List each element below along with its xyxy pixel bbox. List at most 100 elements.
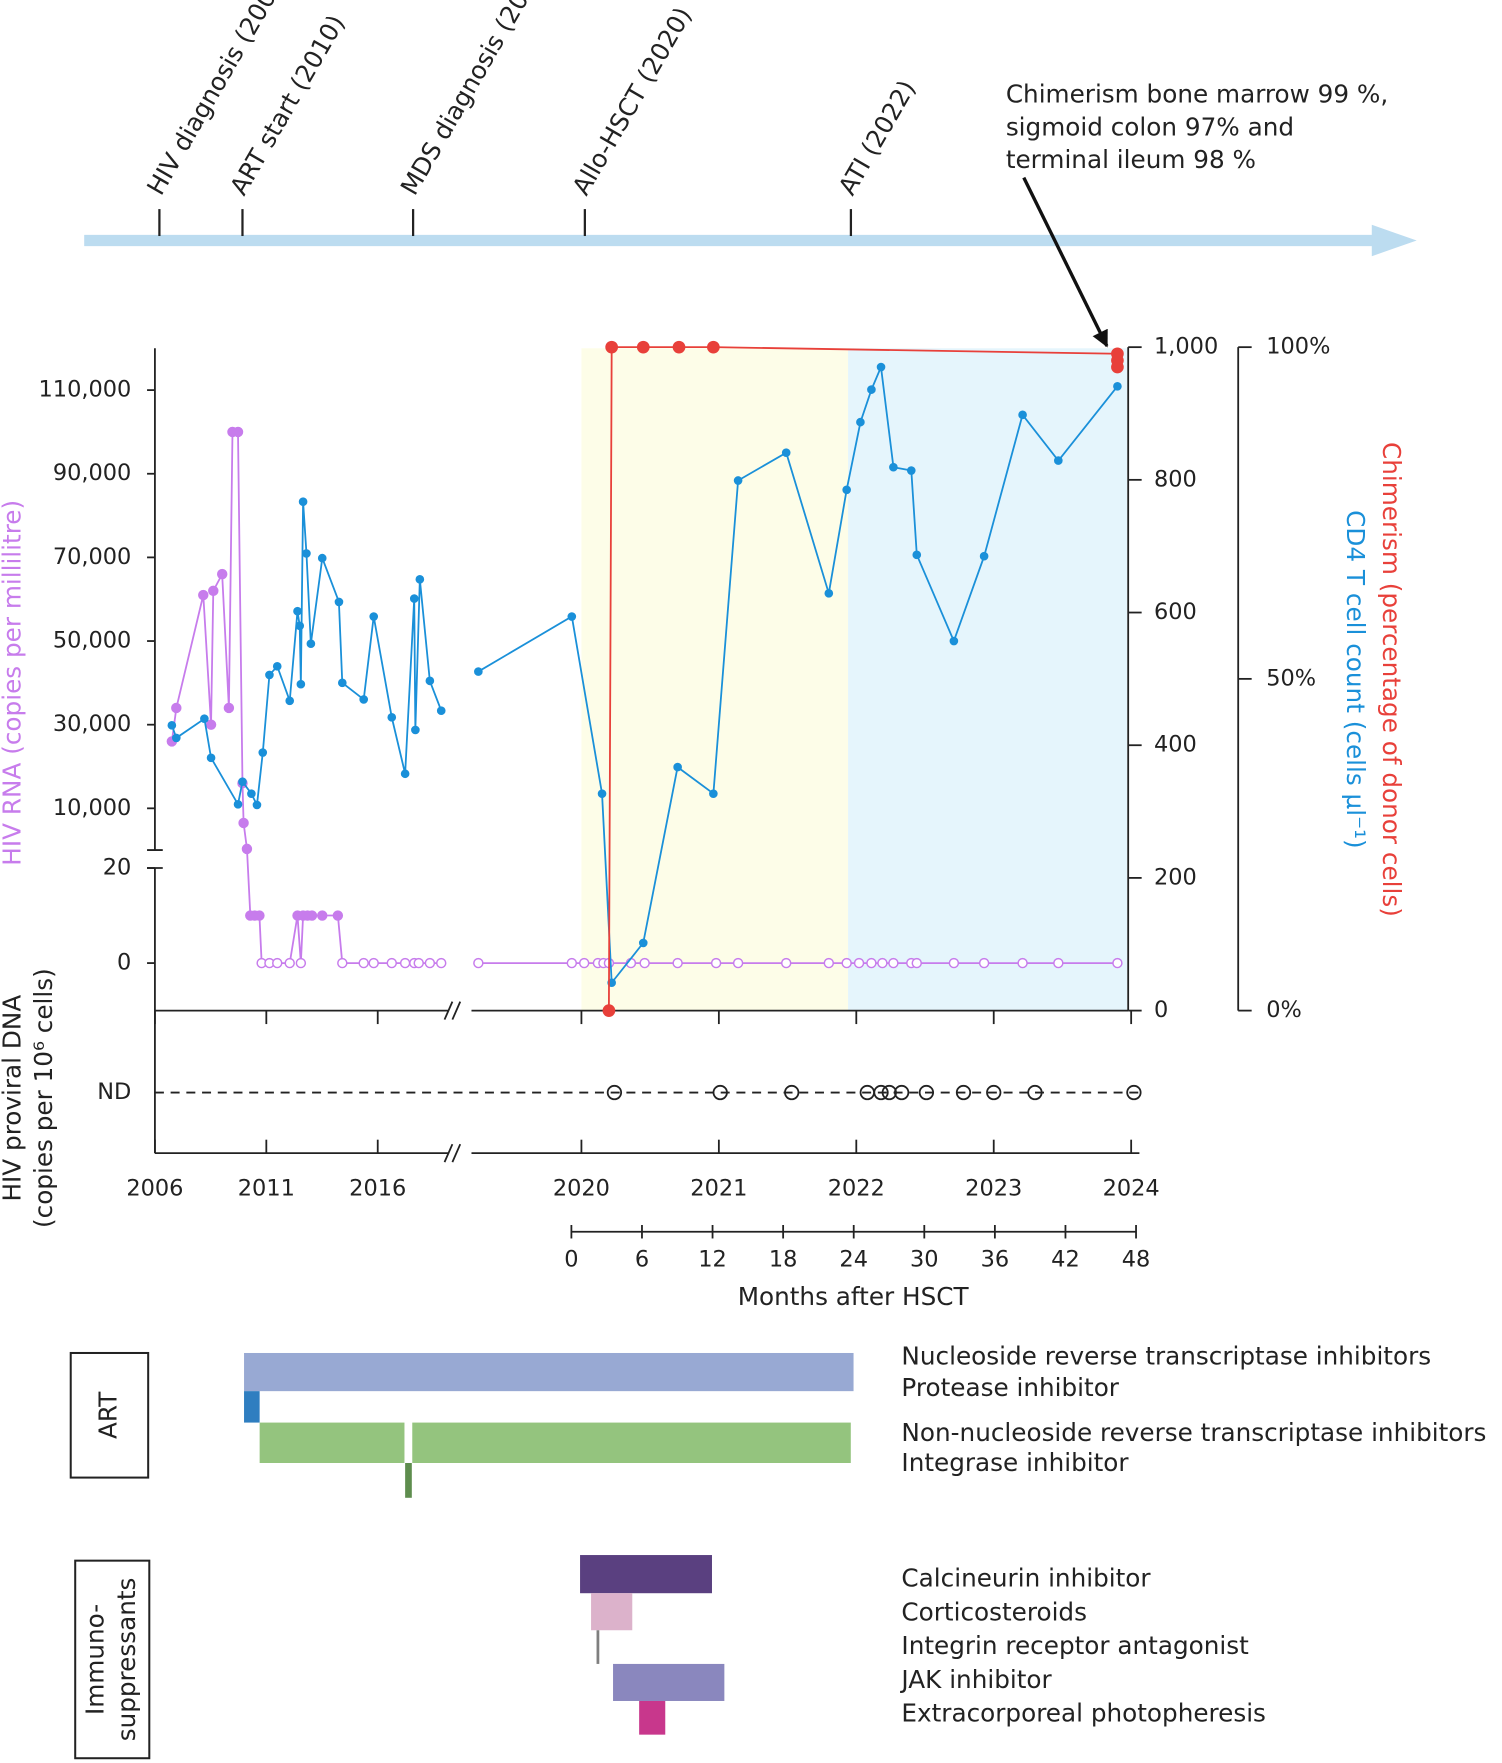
data-point xyxy=(302,549,311,558)
data-point xyxy=(949,636,959,646)
nd-point xyxy=(1027,1084,1043,1101)
data-point xyxy=(272,661,282,671)
legend-entry: Integrin receptor antagonist xyxy=(901,1631,1249,1660)
data-point xyxy=(733,476,743,485)
shaded-region xyxy=(581,348,849,1011)
data-point xyxy=(979,551,989,561)
data-point xyxy=(216,568,228,580)
data-point xyxy=(285,696,295,706)
data-point xyxy=(387,713,397,722)
x2-tick-label: 24 xyxy=(839,1246,868,1272)
group-box xyxy=(74,1559,151,1760)
nd-point xyxy=(606,1084,623,1101)
data-point xyxy=(436,706,446,716)
data-point xyxy=(841,957,852,969)
treatment-bar xyxy=(405,1462,412,1498)
y-tick-label: ND xyxy=(97,1079,131,1105)
data-point xyxy=(208,585,219,597)
y-tick-label: 90,000 xyxy=(53,460,132,486)
data-point xyxy=(1018,410,1027,420)
data-point xyxy=(867,385,876,394)
x-tick-label: 2022 xyxy=(828,1176,885,1202)
nd-point xyxy=(881,1084,897,1101)
x2-tick-label: 36 xyxy=(981,1246,1010,1272)
data-point xyxy=(866,957,877,969)
nd-point xyxy=(873,1084,889,1101)
timeline-event: HIV diagnosis (2006) xyxy=(141,0,295,200)
data-point xyxy=(411,725,420,735)
x2-tick-label: 6 xyxy=(635,1246,649,1272)
y-axis-title: HIV proviral DNA xyxy=(0,995,26,1202)
x-tick-label: 2024 xyxy=(1103,1176,1160,1202)
x2-tick-label: 0 xyxy=(564,1246,578,1272)
treatment-bar xyxy=(259,1422,405,1463)
legend-entry: Non-nucleoside reverse transcriptase inh… xyxy=(901,1418,1486,1447)
group-box xyxy=(69,1351,150,1479)
data-point xyxy=(853,957,865,969)
data-point xyxy=(206,753,216,763)
data-point xyxy=(978,957,990,969)
data-point xyxy=(823,957,835,969)
data-point xyxy=(732,957,744,969)
data-point xyxy=(232,426,244,438)
data-point xyxy=(1112,957,1123,969)
data-point xyxy=(425,676,435,686)
legend-entry: Calcineurin inhibitor xyxy=(901,1564,1151,1593)
y-tick-label: 0 xyxy=(117,950,131,976)
nd-point xyxy=(712,1084,728,1101)
data-point xyxy=(337,957,348,969)
data-point xyxy=(1113,381,1122,391)
data-point xyxy=(877,957,888,969)
y-axis-title: (copies per 10⁶ cells) xyxy=(29,968,58,1228)
data-point xyxy=(205,719,217,730)
timeline-arrowhead xyxy=(1371,224,1417,257)
data-point xyxy=(672,340,686,354)
data-point xyxy=(415,575,425,584)
data-point xyxy=(567,612,577,621)
x-axis xyxy=(154,1001,1129,1020)
nd-point xyxy=(918,1084,935,1101)
data-point xyxy=(948,957,960,969)
data-point xyxy=(265,670,274,680)
data-point xyxy=(566,957,578,969)
data-point xyxy=(241,843,253,855)
y2-tick-label: 200 xyxy=(1154,864,1197,890)
data-point xyxy=(298,497,308,507)
data-point xyxy=(876,362,886,372)
data-point xyxy=(605,340,619,354)
timeline-event: ATI (2022) xyxy=(833,75,922,200)
data-point xyxy=(597,789,607,798)
data-point xyxy=(413,957,424,969)
data-point xyxy=(368,957,379,969)
data-point xyxy=(781,448,791,457)
nd-point xyxy=(894,1084,910,1101)
data-point xyxy=(332,910,344,921)
data-point xyxy=(293,606,302,616)
data-point xyxy=(474,667,483,676)
y-axis xyxy=(147,348,163,1011)
data-point xyxy=(906,466,916,475)
y-tick-label: 50,000 xyxy=(53,628,132,654)
treatment-bar xyxy=(591,1593,633,1631)
data-point xyxy=(171,733,181,743)
x2-tick-label: 48 xyxy=(1122,1246,1151,1272)
x-tick-label: 2020 xyxy=(553,1176,610,1202)
data-point xyxy=(306,639,316,649)
x-axis xyxy=(154,1143,1140,1163)
data-point xyxy=(638,938,648,948)
y-tick-label: 10,000 xyxy=(53,795,132,821)
y-axis-title: HIV RNA (copies per millilitre) xyxy=(0,500,26,866)
nd-point xyxy=(1126,1084,1142,1101)
y3-tick-label: 0% xyxy=(1266,997,1302,1023)
data-point xyxy=(233,799,243,809)
group-label: suppressants xyxy=(112,1578,141,1742)
data-point xyxy=(223,702,235,714)
data-point xyxy=(856,417,865,427)
data-point xyxy=(602,1004,616,1017)
data-point xyxy=(306,910,318,921)
legend-entry: Protease inhibitor xyxy=(901,1373,1119,1402)
data-point xyxy=(359,695,369,704)
data-point xyxy=(473,957,484,969)
y2-tick-label: 600 xyxy=(1154,599,1197,625)
